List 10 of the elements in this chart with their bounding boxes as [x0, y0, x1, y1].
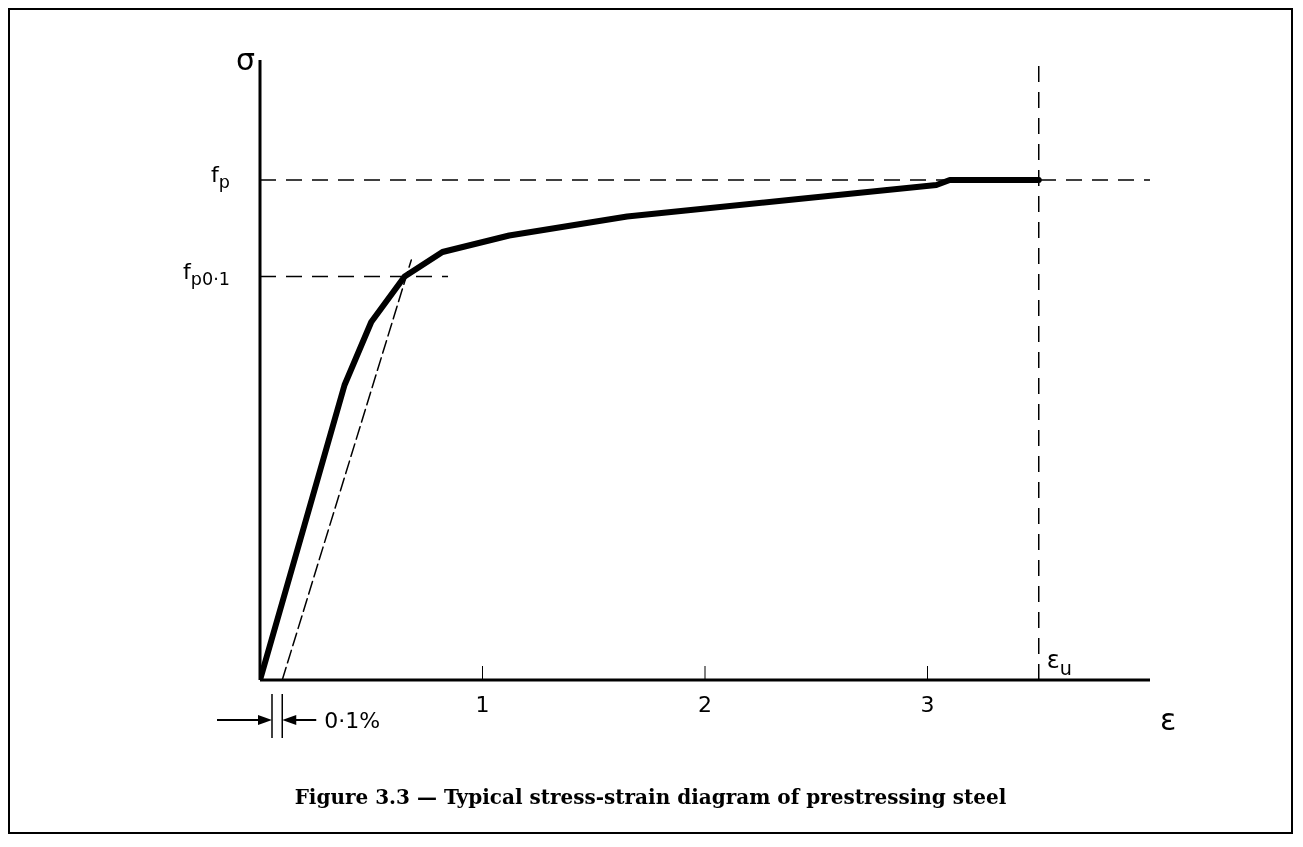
x-tick-label: 1 — [475, 691, 490, 717]
text: Figure 3.3 — Typical stress-strain diagram of prestressing steel — [293, 785, 1008, 809]
x-tick-label: 3 — [920, 691, 935, 717]
x-tick-label: 2 — [698, 691, 712, 717]
annotation: 0·1% — [324, 708, 381, 733]
y-axis-title: σ — [236, 42, 256, 77]
x-axis-title: ε — [1160, 702, 1177, 737]
ref-line-label: f$_{p0·1}$ — [183, 258, 230, 289]
ref-line-label: f$_{p}$ — [211, 162, 230, 193]
ref-line-label: ε$_{u}$ — [1046, 646, 1072, 680]
